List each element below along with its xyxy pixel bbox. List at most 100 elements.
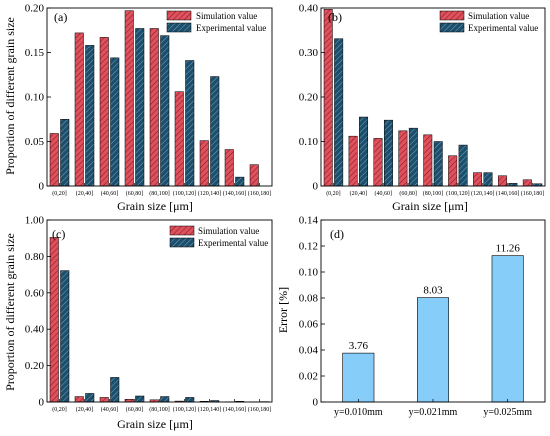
panel-b-bar-simulation-3 bbox=[398, 130, 408, 187]
panel-b-bar-simulation-7 bbox=[497, 175, 507, 187]
panel-a-y-tick-label-3: 0.15 bbox=[25, 47, 45, 59]
panel-b-x-tick-label-2: (40,60] bbox=[374, 190, 392, 197]
panel-a-x-tick-label-2: (40,60] bbox=[101, 190, 119, 197]
panel-a-bar-experimental-0 bbox=[60, 119, 70, 187]
panel-c-y-tick-label-0: 0 bbox=[39, 397, 45, 409]
panel-c-y-tick-label-4: 0.80 bbox=[25, 251, 45, 263]
panel-a-y-tick-label-4: 0.20 bbox=[25, 3, 45, 15]
panel-c-bar-experimental-1 bbox=[85, 393, 95, 403]
panel-b-bar-experimental-5 bbox=[458, 144, 468, 187]
panel-c-legend-label-simulation: Simulation value bbox=[198, 226, 259, 236]
panel-d-y-tick-label-6: 0.12 bbox=[299, 241, 318, 253]
panel-c-bar-experimental-4 bbox=[160, 396, 170, 403]
panel-b-x-tick-label-7: (140,160] bbox=[496, 190, 520, 197]
panel-a-bar-simulation-3 bbox=[124, 10, 134, 187]
panel-c-x-tick-label-6: (120,140] bbox=[198, 406, 222, 413]
panel-c-legend-swatch-experimental bbox=[169, 237, 195, 248]
panel-d-data-label-2: 11.26 bbox=[495, 243, 520, 255]
panel-c-x-tick-label-4: (80,100] bbox=[149, 406, 170, 413]
panel-c-label: (c) bbox=[52, 227, 65, 241]
panel-c-x-tick-label-0: (0,20] bbox=[52, 406, 67, 413]
panel-b-legend-label-experimental: Experimental value bbox=[468, 23, 538, 33]
panel-a-x-tick-label-0: (0,20] bbox=[52, 190, 67, 197]
panel-c-x-tick-label-2: (40,60] bbox=[101, 406, 119, 413]
panel-b-bar-simulation-4 bbox=[423, 134, 433, 187]
panel-a-bar-simulation-1 bbox=[74, 32, 84, 187]
panel-d-y-tick-label-7: 0.14 bbox=[299, 215, 319, 227]
panel-b-y-tick-label-0: 0 bbox=[313, 181, 319, 193]
panel-a-y-axis-label: Proportion of different grain size bbox=[3, 17, 17, 175]
panel-c-y-axis-label: Proportion of different grain size bbox=[3, 233, 17, 391]
panel-b-bar-experimental-2 bbox=[383, 119, 393, 187]
panel-d-y-tick-label-2: 0.04 bbox=[299, 345, 319, 357]
panel-b-bar-experimental-6 bbox=[483, 172, 493, 187]
panel-a-legend-label-experimental: Experimental value bbox=[196, 23, 266, 33]
panel-a-y-tick-label-1: 0.05 bbox=[25, 136, 45, 148]
panel-c-plot-area: 0 0.20 0.40 0.60 0.80 1.00 (0,20] (20,40] (40,60… bbox=[25, 215, 273, 413]
panel-a-x-tick-label-6: (120,140] bbox=[198, 190, 222, 197]
panel-c-bar-simulation-1 bbox=[74, 396, 84, 403]
panel-a-x-tick-label-4: (80,100] bbox=[149, 190, 170, 197]
panel-d-x-tick-label-1: y=0.021mm bbox=[409, 407, 458, 418]
panel-b-legend: Simulation value Experimental value bbox=[439, 10, 538, 33]
panel-c-legend-label-experimental: Experimental value bbox=[198, 238, 268, 248]
panel-a-bar-simulation-8 bbox=[249, 164, 259, 187]
panel-b-bar-experimental-0 bbox=[334, 38, 344, 187]
panel-c-x-tick-label-7: (140,160] bbox=[223, 406, 247, 413]
panel-a-bar-simulation-0 bbox=[49, 133, 59, 187]
panel-b-y-tick-label-2: 0.20 bbox=[299, 92, 319, 104]
panel-d-label: (d) bbox=[330, 227, 344, 241]
panel-b-x-tick-label-4: (80,100] bbox=[423, 190, 444, 197]
panel-b-y-tick-label-3: 0.30 bbox=[299, 47, 319, 59]
panel-b-x-tick-label-6: (120,140] bbox=[471, 190, 495, 197]
panel-a-legend-swatch-simulation bbox=[166, 10, 192, 21]
panel-b-bar-simulation-5 bbox=[448, 155, 458, 187]
panel-b-bar-experimental-1 bbox=[359, 116, 369, 187]
panel-a-bar-simulation-5 bbox=[174, 91, 184, 187]
panel-c-y-tick-label-3: 0.60 bbox=[25, 287, 45, 299]
panel-b-x-tick-label-0: (0,20] bbox=[326, 190, 341, 197]
panel-c-x-axis-label: Grain size [μm] bbox=[117, 417, 193, 431]
panel-c-x-tick-label-1: (20,40] bbox=[76, 406, 94, 413]
panel-a-label: (a) bbox=[54, 10, 67, 24]
panel-b: 0 0.10 0.20 0.30 0.40 (0,20] (20,40] (40,60] (60… bbox=[299, 3, 546, 213]
panel-d-y-tick-label-1: 0.02 bbox=[299, 371, 318, 383]
panel-a-legend: Simulation value Experimental value bbox=[166, 10, 266, 33]
panel-d-x-tick-label-2: y=0.025mm bbox=[483, 407, 532, 418]
panel-c-legend: Simulation value Experimental value bbox=[169, 225, 268, 248]
panel-b-bar-simulation-6 bbox=[473, 172, 483, 187]
panel-c-y-tick-label-2: 0.40 bbox=[25, 324, 45, 336]
panel-a-x-axis-label: Grain size [μm] bbox=[117, 199, 193, 213]
panel-a-x-tick-label-3: (60,80] bbox=[126, 190, 144, 197]
panel-a-x-tick-label-5: (100,120] bbox=[173, 190, 197, 197]
panel-d-data-label-0: 3.76 bbox=[349, 340, 369, 352]
panel-b-x-tick-label-8: (160,180] bbox=[521, 190, 545, 197]
panel-d-plot-area: 3.76 8.03 11.26 0 0.02 0.04 0.06 0.08 0.10 0.12 0.… bbox=[299, 215, 546, 418]
panel-d-bar-2 bbox=[491, 255, 524, 403]
panel-b-bar-simulation-8 bbox=[522, 179, 532, 187]
panel-a-bar-simulation-7 bbox=[224, 149, 234, 187]
panel-b-y-tick-label-4: 0.40 bbox=[299, 3, 319, 15]
panel-a-bar-experimental-7 bbox=[235, 176, 245, 187]
panel-d-bar-1 bbox=[417, 297, 449, 403]
panel-c-bar-experimental-0 bbox=[60, 270, 70, 403]
panel-b-y-tick-label-1: 0.10 bbox=[299, 136, 319, 148]
panel-a-legend-label-simulation: Simulation value bbox=[196, 11, 257, 21]
panel-a-legend-swatch-experimental bbox=[166, 22, 192, 33]
panel-a-plot-area: 0 0.05 0.10 0.15 0.20 (0,20] (20,40] (40,60] (60… bbox=[25, 3, 273, 197]
panel-c-y-tick-label-5: 1.00 bbox=[25, 215, 45, 227]
panel-a-x-tick-label-8: (160,180] bbox=[248, 190, 272, 197]
panel-a-bar-simulation-4 bbox=[149, 28, 159, 187]
panel-b-x-tick-label-3: (60,80] bbox=[399, 190, 417, 197]
panel-a-bar-simulation-6 bbox=[199, 140, 209, 187]
panel-b-label: (b) bbox=[328, 10, 342, 24]
panel-b-bar-simulation-1 bbox=[348, 135, 358, 187]
panel-b-legend-swatch-simulation bbox=[439, 10, 465, 21]
panel-c-bar-simulation-2 bbox=[99, 397, 109, 403]
panel-c: 0 0.20 0.40 0.60 0.80 1.00 (0,20] (20,40] (40,60… bbox=[3, 215, 273, 431]
panel-c-y-tick-label-1: 0.20 bbox=[25, 360, 45, 372]
panel-b-x-tick-label-1: (20,40] bbox=[350, 190, 368, 197]
panel-c-x-tick-label-3: (60,80] bbox=[126, 406, 144, 413]
panel-c-bar-experimental-2 bbox=[110, 377, 120, 403]
